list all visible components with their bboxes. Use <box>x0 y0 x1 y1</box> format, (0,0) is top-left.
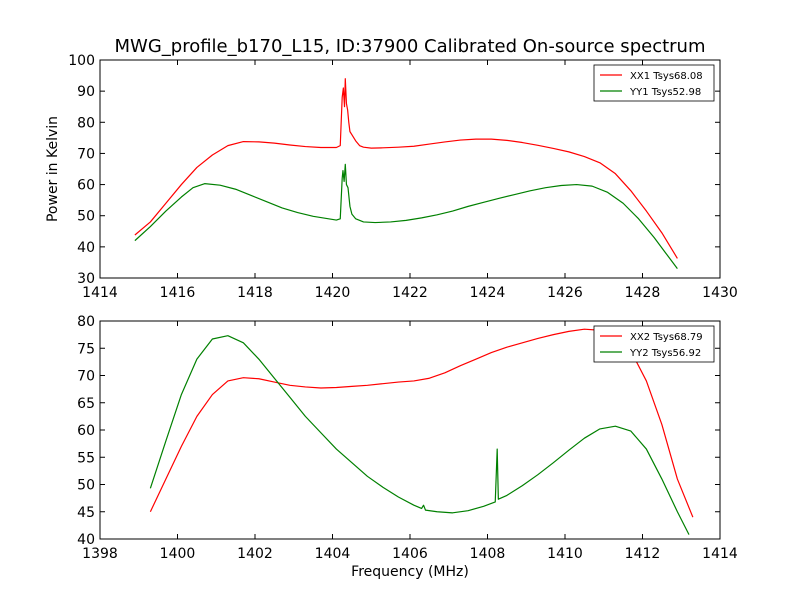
top-chart-series-line-1 <box>134 78 678 259</box>
bottom-chart-legend-box <box>593 325 715 363</box>
bottom-chart-x-tick-label: 1410 <box>547 546 583 562</box>
top-chart-x-tick-label: 1422 <box>392 285 428 301</box>
bottom-chart-legend-label-1: XX2 Tsys68.79 <box>630 332 703 343</box>
top-chart-legend-label-2: YY1 Tsys52.98 <box>629 87 701 98</box>
top-chart-legend-label-1: XX1 Tsys68.08 <box>630 71 703 82</box>
top-chart-y-tick-label: 100 <box>68 53 95 69</box>
figure-title: MWG_profile_b170_L15, ID:37900 Calibrate… <box>115 36 706 57</box>
bottom-chart-y-tick-label: 40 <box>77 532 95 548</box>
top-chart-x-tick-label: 1416 <box>160 285 196 301</box>
bottom-chart-series-line-2 <box>149 335 690 535</box>
bottom-chart-x-tick-label: 1400 <box>160 546 196 562</box>
top-chart-y-tick-label: 40 <box>77 240 95 256</box>
bottom-chart-y-tick-label: 45 <box>77 505 95 521</box>
bottom-chart-y-tick-label: 65 <box>77 396 95 412</box>
bottom-chart-legend-label-2: YY2 Tsys56.92 <box>629 348 701 359</box>
bottom-chart-x-tick-label: 1406 <box>392 546 428 562</box>
bottom-chart-legend: XX2 Tsys68.79 YY2 Tsys56.92 <box>593 325 715 363</box>
bottom-chart-x-tick-label: 1402 <box>237 546 273 562</box>
bottom-chart-x-tick-label: 1398 <box>82 546 118 562</box>
top-chart-legend: XX1 Tsys68.08 YY1 Tsys52.98 <box>593 64 715 102</box>
top-chart-ticks: 1414 1416 1418 1420 1422 1424 1426 1428 1430 30 40… <box>68 53 738 301</box>
bottom-chart-y-tick-label: 50 <box>77 478 95 494</box>
top-chart-y-tick-label: 30 <box>77 271 95 287</box>
bottom-chart-x-tick-label: 1414 <box>702 546 738 562</box>
bottom-chart-y-tick-label: 75 <box>77 341 95 357</box>
bottom-chart-ticks: 1398 1400 1402 1404 1406 1408 1410 1412 1414 40 45… <box>77 314 738 562</box>
bottom-chart: 1398 1400 1402 1404 1406 1408 1410 1412 1414 40 45… <box>77 314 738 580</box>
top-chart-x-tick-label: 1428 <box>625 285 661 301</box>
top-chart-x-tick-label: 1430 <box>702 285 738 301</box>
bottom-chart-x-tick-label: 1412 <box>625 546 661 562</box>
top-chart-x-tick-label: 1426 <box>547 285 583 301</box>
top-chart-y-tick-label: 80 <box>77 115 95 131</box>
bottom-chart-y-tick-label: 55 <box>77 450 95 466</box>
top-chart-y-tick-label: 60 <box>77 178 95 194</box>
bottom-chart-y-tick-label: 70 <box>77 369 95 385</box>
top-chart-y-tick-label: 50 <box>77 209 95 225</box>
bottom-chart-x-tick-label: 1404 <box>315 546 351 562</box>
top-chart: 1414 1416 1418 1420 1422 1424 1426 1428 1430 30 40… <box>45 53 738 301</box>
top-chart-y-tick-label: 90 <box>77 84 95 100</box>
top-chart-series <box>134 78 678 270</box>
top-chart-y-tick-label: 70 <box>77 146 95 162</box>
top-chart-x-tick-label: 1424 <box>470 285 506 301</box>
bottom-chart-y-tick-label: 60 <box>77 423 95 439</box>
top-chart-y-axis-label: Power in Kelvin <box>45 116 61 222</box>
top-chart-x-tick-label: 1418 <box>237 285 273 301</box>
top-chart-legend-box <box>593 64 715 102</box>
top-chart-x-tick-label: 1420 <box>315 285 351 301</box>
top-chart-series-line-2 <box>134 163 678 270</box>
bottom-chart-y-tick-label: 80 <box>77 314 95 330</box>
bottom-chart-x-axis-label: Frequency (MHz) <box>351 564 469 580</box>
top-chart-x-tick-label: 1414 <box>82 285 118 301</box>
bottom-chart-x-tick-label: 1408 <box>470 546 506 562</box>
